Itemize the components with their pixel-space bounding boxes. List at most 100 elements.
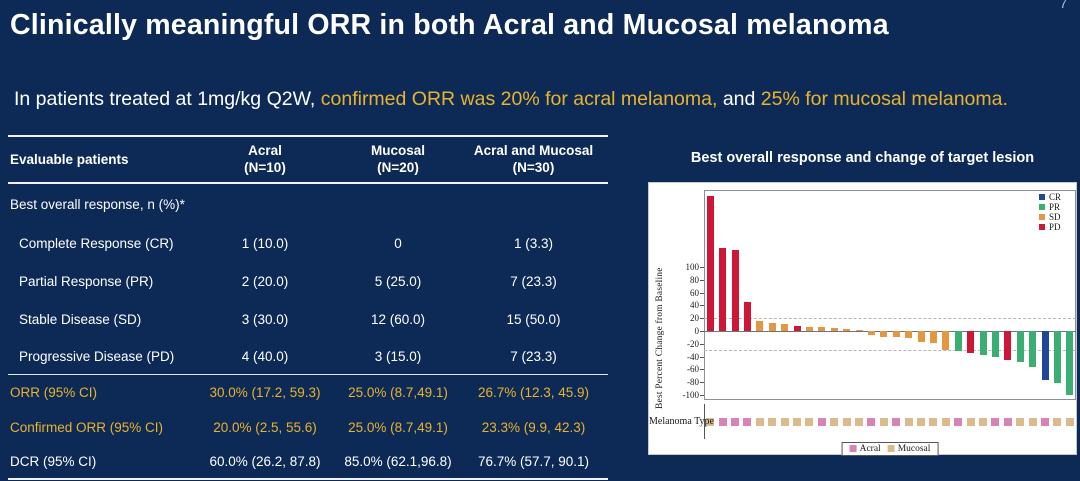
legend-label-cr: CR — [1049, 192, 1062, 202]
table-cell-value: 3 (15.0) — [374, 348, 422, 364]
melanoma-type-square — [892, 418, 901, 426]
y-tick-mark — [700, 305, 704, 307]
table-row-label: Partial Response (PR) — [19, 273, 154, 289]
table-cell-value: 0 — [394, 235, 402, 251]
waterfall-bar — [805, 326, 813, 331]
table-header-line2: (N=30) — [512, 159, 555, 175]
melanoma-type-square — [917, 418, 925, 426]
waterfall-bar — [942, 331, 950, 350]
melanoma-type-square — [855, 418, 863, 426]
table-cell-value: 12 (60.0) — [370, 311, 426, 327]
waterfall-bar — [855, 329, 863, 331]
table-row-label: Complete Response (CR) — [19, 235, 174, 251]
subtitle-segment: In patients treated at 1mg/kg Q2W, — [14, 88, 321, 110]
melanoma-type-square — [817, 418, 826, 426]
type-legend-item-mucosal: Mucosal — [887, 444, 930, 454]
waterfall-bar — [991, 331, 999, 358]
melanoma-type-square — [805, 418, 814, 426]
melanoma-type-square — [1028, 418, 1037, 426]
melanoma-type-square — [793, 418, 801, 426]
reference-line — [704, 318, 1076, 320]
chart-title: Best overall response and change of targ… — [690, 150, 1035, 166]
melanoma-type-square — [780, 418, 789, 426]
y-tick-label: 0 — [694, 326, 700, 336]
y-tick-mark — [700, 382, 704, 384]
melanoma-type-square — [731, 418, 739, 426]
y-tick-mark — [700, 356, 704, 358]
melanoma-type-square — [929, 418, 938, 426]
y-tick-mark — [700, 318, 704, 320]
table-header-cell: Evaluable patients — [8, 152, 193, 167]
band-label: Melanoma Type — [649, 416, 714, 427]
subtitle-segment: and — [717, 88, 761, 110]
y-tick-label: 40 — [690, 300, 699, 311]
table-cell-value: 30.0% (17.2, 59.3) — [209, 384, 321, 400]
table-cell-value: 1 (3.3) — [513, 235, 554, 251]
melanoma-type-square — [954, 418, 963, 426]
melanoma-type-square — [1003, 418, 1012, 426]
subtitle-segment: 25% for mucosal melanoma. — [760, 88, 1008, 110]
table-header-row: Evaluable patients Acral (N=10) Mucosal (N=2… — [8, 137, 608, 184]
melanoma-type-square — [1053, 418, 1062, 426]
y-tick-label: -40 — [687, 351, 699, 362]
waterfall-bar — [818, 327, 826, 331]
table-cell-value: 15 (50.0) — [506, 311, 561, 327]
table-row: Stable Disease (SD) 3 (30.0) 12 (60.0) 15 (… — [8, 300, 608, 338]
table-cell-value: 23.3% (9.9, 42.3) — [481, 419, 586, 435]
table-row: Confirmed ORR (95% CI) 20.0% (2.5, 55.6) 2… — [8, 409, 608, 445]
table-header-cell: Mucosal (N=20) — [337, 143, 459, 177]
response-table: Evaluable patients Acral (N=10) Mucosal (N=2… — [8, 135, 608, 480]
melanoma-type-square — [904, 418, 913, 426]
band-axis-spine — [704, 404, 705, 439]
table-row-label: Progressive Disease (PD) — [19, 348, 175, 364]
y-tick-label: 20 — [690, 313, 699, 324]
reference-line — [704, 350, 1076, 352]
table-header-cell: Acral and Mucosal (N=30) — [459, 143, 608, 177]
acral-swatch — [849, 445, 857, 452]
waterfall-bar — [954, 331, 962, 352]
legend-label-sd: SD — [1049, 212, 1061, 222]
legend-label-pr: PR — [1049, 202, 1061, 212]
waterfall-chart: 100 80 60 40 20 0 -20 -40 -60 -80 -100 Best Percent… — [648, 182, 1077, 456]
waterfall-bar — [830, 328, 838, 331]
melanoma-type-square — [1041, 418, 1049, 426]
waterfall-bar — [743, 302, 751, 331]
melanoma-type-square — [966, 418, 975, 426]
table-cell-value: 3 (30.0) — [241, 311, 289, 327]
waterfall-bar — [929, 331, 937, 344]
melanoma-type-square — [755, 418, 764, 426]
table-header-line2: (N=10) — [244, 159, 286, 175]
y-axis-label: Best Percent Change from Baseline — [655, 267, 665, 409]
table-row: Complete Response (CR) 1 (10.0) 0 1 (3.3) — [8, 224, 608, 262]
waterfall-bar — [979, 331, 987, 356]
waterfall-bar — [1041, 331, 1049, 381]
mucosal-swatch — [887, 445, 895, 452]
table-cell-value: 26.7% (12.3, 45.9) — [477, 384, 590, 400]
y-tick-mark — [700, 331, 704, 332]
melanoma-type-square — [879, 418, 888, 426]
y-tick-mark — [700, 279, 704, 281]
zero-baseline — [704, 331, 1076, 332]
table-header-line1: Mucosal — [370, 142, 425, 158]
waterfall-bar — [1004, 331, 1012, 360]
plot-area — [704, 190, 1076, 400]
table-cell-value: 7 (23.3) — [510, 348, 557, 364]
table-row: Progressive Disease (PD) 4 (40.0) 3 (15.0)… — [8, 338, 608, 374]
type-legend-item-acral: Acral — [849, 444, 881, 454]
y-tick-label: 60 — [690, 287, 699, 298]
table-header-cell: Acral (N=10) — [193, 143, 337, 177]
waterfall-bar — [880, 331, 888, 337]
table-cell-value: 5 (25.0) — [374, 273, 422, 289]
table-cell-value: 20.0% (2.5, 55.6) — [213, 419, 317, 435]
melanoma-type-square — [706, 418, 715, 426]
y-tick-label: 100 — [685, 262, 700, 273]
legend-swatch-sd — [1039, 214, 1045, 220]
y-tick-label: -100 — [682, 389, 700, 400]
table-header-line1: Acral — [248, 142, 282, 158]
subtitle: In patients treated at 1mg/kg Q2W, confi… — [14, 88, 1008, 111]
melanoma-type-square — [842, 418, 851, 426]
waterfall-bar — [905, 331, 913, 339]
table-row: ORR (95% CI) 30.0% (17.2, 59.3) 25.0% (8.7… — [8, 374, 608, 409]
waterfall-bar — [793, 325, 801, 331]
table-body: Best overall response, n (%)* Complete Re… — [8, 184, 608, 478]
